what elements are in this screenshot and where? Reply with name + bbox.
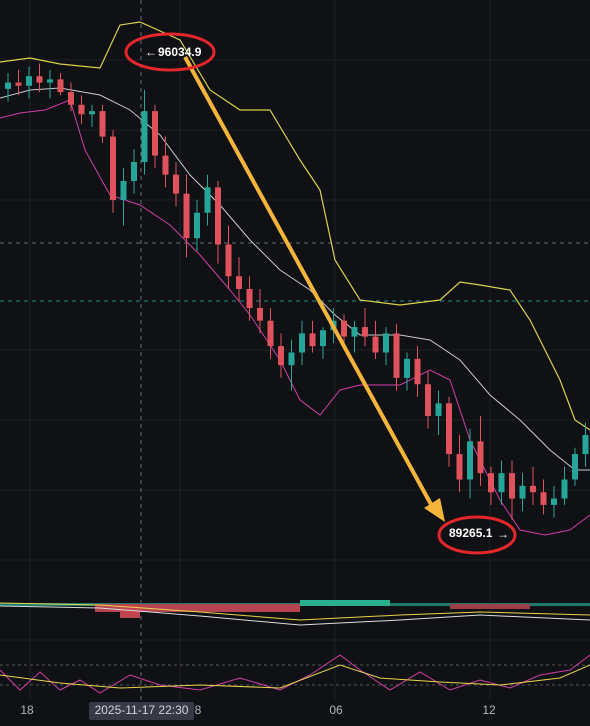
candle-body <box>383 333 389 353</box>
x-tick-label: 18 <box>20 703 34 717</box>
candle-body <box>498 473 505 493</box>
candle-body <box>362 327 368 337</box>
candle-body <box>435 403 442 416</box>
highlight-ellipse <box>124 32 216 72</box>
low-label: 89265.1 <box>449 526 493 540</box>
candle-body <box>309 333 316 347</box>
macd-histogram <box>450 604 530 609</box>
candle-body <box>246 288 253 309</box>
candle-body <box>572 454 578 480</box>
candle-body <box>278 346 284 366</box>
candle-body <box>551 498 557 505</box>
candle-body <box>5 82 11 89</box>
candle-body <box>110 136 116 201</box>
x-tick-label: 8 <box>195 703 202 717</box>
candle-body <box>47 79 53 83</box>
candle-body <box>477 441 484 474</box>
rsi-pane <box>0 654 590 694</box>
candle-body <box>89 111 95 115</box>
candle-body <box>204 187 211 213</box>
candle-body <box>131 161 137 182</box>
candle-body <box>215 187 221 245</box>
candle-body <box>36 76 43 83</box>
candle-body <box>152 111 158 156</box>
candles <box>5 63 589 520</box>
candle-body <box>446 403 452 455</box>
macd-pane <box>0 600 590 626</box>
high-label: 96034.9 <box>158 45 202 59</box>
candle-body <box>372 336 379 353</box>
candle-body <box>488 473 494 493</box>
candle-body <box>15 82 22 86</box>
candle-body <box>99 111 106 137</box>
candle-body <box>582 435 589 455</box>
crosshair-label: 2025-11-17 22:30 <box>95 703 189 717</box>
macd-histogram <box>95 604 300 612</box>
candle-body <box>393 333 400 378</box>
candle-body <box>120 181 127 201</box>
upper-band <box>0 21 590 431</box>
candle-body <box>467 441 473 480</box>
candle-body <box>26 76 32 86</box>
candle-body <box>320 330 326 347</box>
candle-body <box>509 473 515 499</box>
candle-body <box>267 320 274 347</box>
candle-body <box>173 174 179 194</box>
candle-body <box>162 155 169 175</box>
candle-body <box>183 193 190 239</box>
macd-line <box>0 602 590 621</box>
candle-body <box>530 485 536 493</box>
macd-histogram <box>300 600 390 606</box>
arrow-glyph: → <box>497 527 509 541</box>
candle-body <box>57 79 64 93</box>
candle-body <box>456 454 463 480</box>
lower-band <box>0 99 590 536</box>
candle-body <box>425 384 431 416</box>
middle-band <box>0 87 590 471</box>
candle-body <box>225 244 232 277</box>
arrow-glyph: ← <box>145 45 157 59</box>
x-tick-label: 06 <box>329 703 343 717</box>
highlight-ellipse <box>437 515 517 555</box>
arrow-head <box>424 498 445 522</box>
x-tick-label: 12 <box>482 703 496 717</box>
x-axis: 18 8 06 12 2025-11-17 22:30 <box>20 703 496 717</box>
candle-body <box>68 92 74 105</box>
candle-body <box>404 358 410 378</box>
candle-body <box>288 352 295 366</box>
candle-body <box>141 111 148 162</box>
candle-body <box>257 308 263 321</box>
candle-body <box>299 333 305 353</box>
signal-line <box>0 605 590 626</box>
candle-body <box>341 320 347 337</box>
candle-body <box>519 485 526 499</box>
candle-body <box>414 358 421 385</box>
candle-body <box>236 276 242 289</box>
candle-body <box>78 104 85 115</box>
candle-body <box>561 479 568 499</box>
grid <box>0 0 590 700</box>
candle-body <box>540 492 547 505</box>
arrow <box>183 56 435 509</box>
rsi-signal <box>0 664 590 689</box>
crosshair-label-bg <box>89 702 194 720</box>
candle-body <box>351 327 358 337</box>
candle-body <box>194 212 200 239</box>
